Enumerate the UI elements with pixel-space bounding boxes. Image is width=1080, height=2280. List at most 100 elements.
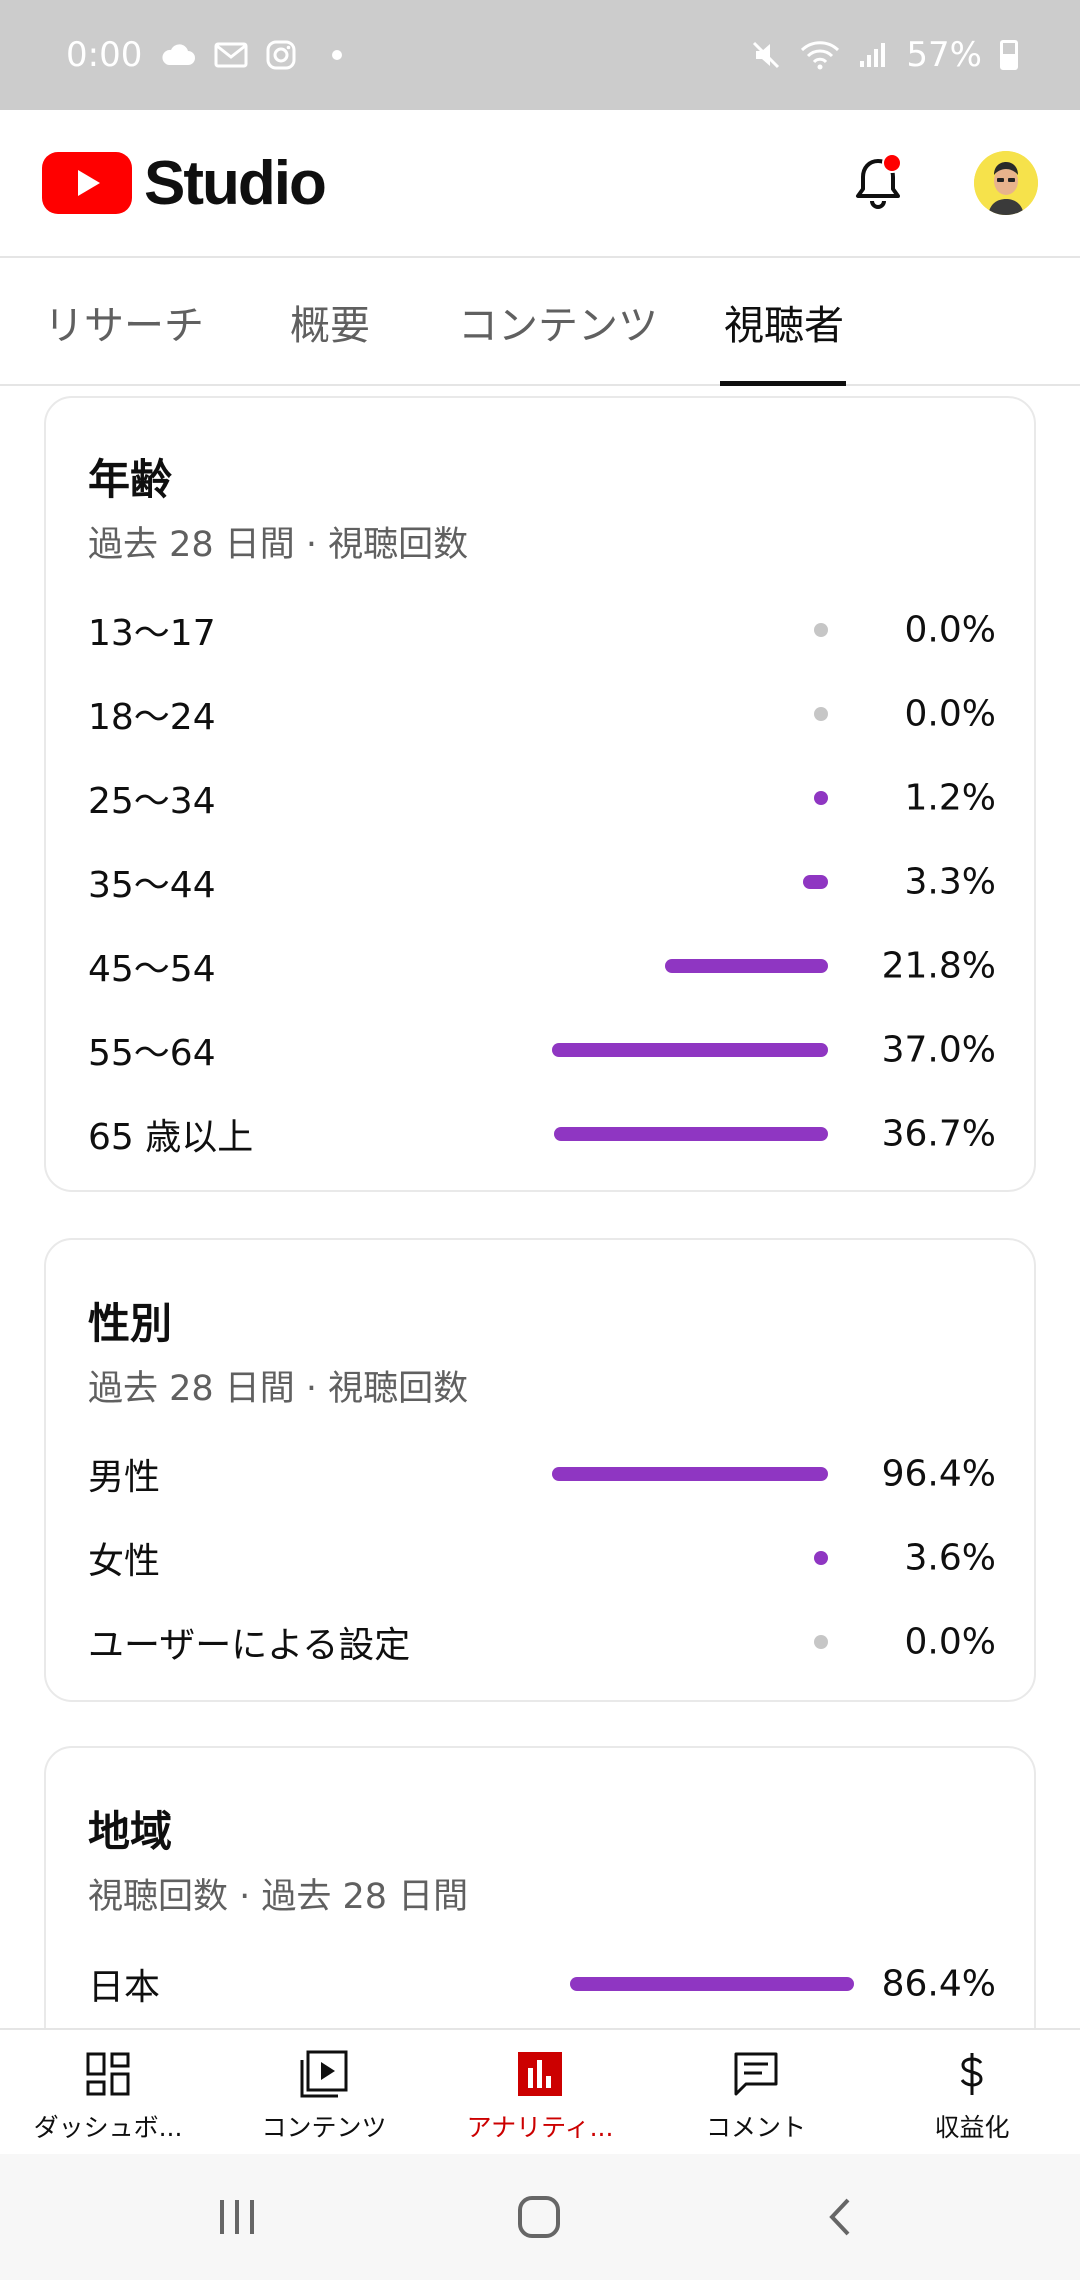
metric-row: 女性 3.6%	[88, 1528, 996, 1588]
metric-bar	[803, 875, 828, 889]
metric-bar	[814, 1551, 828, 1565]
metric-label: 55〜64	[88, 1033, 216, 1074]
metric-bar	[814, 791, 828, 805]
card-title: 地域	[88, 1807, 173, 1856]
tab-research[interactable]: リサーチ	[44, 258, 204, 386]
metric-label: 女性	[88, 1541, 161, 1582]
metric-value: 0.0%	[904, 609, 996, 651]
system-nav-bar	[0, 2154, 1080, 2280]
metric-label: 日本	[88, 1967, 161, 2008]
bottom-nav: ダッシュボ... コンテンツ アナリティ... コメント 収益化	[0, 2028, 1080, 2154]
app-name: Studio	[144, 148, 327, 218]
tab-label: リサーチ	[44, 303, 204, 349]
metric-bar	[814, 623, 828, 637]
home-icon	[518, 2196, 560, 2238]
metric-row: 13〜17 0.0%	[88, 600, 996, 660]
card-title: 年齢	[88, 455, 173, 504]
metric-row: 65 歳以上 36.7%	[88, 1104, 996, 1164]
cloud-icon	[162, 44, 196, 65]
recent-apps-button[interactable]	[214, 2194, 260, 2244]
nav-dashboard[interactable]: ダッシュボ...	[0, 2030, 216, 2156]
metric-bar	[665, 959, 828, 973]
card-title: 性別	[88, 1299, 173, 1348]
recent-apps-icon	[220, 2200, 254, 2234]
metric-row: 18〜24 0.0%	[88, 684, 996, 744]
metric-label: 35〜44	[88, 865, 216, 906]
metric-value: 86.4%	[881, 1963, 996, 2005]
nav-label: ダッシュボ...	[33, 2113, 183, 2142]
tab-content[interactable]: コンテンツ	[458, 258, 658, 386]
nav-content[interactable]: コンテンツ	[216, 2030, 432, 2156]
card-subtitle: 過去 28 日間 · 視聴回数	[88, 525, 469, 565]
metric-row: 25〜34 1.2%	[88, 768, 996, 828]
nav-label: コンテンツ	[261, 2113, 387, 2142]
active-tab-indicator	[720, 381, 846, 386]
app-header: Studio	[0, 110, 1080, 258]
instagram-icon	[266, 40, 296, 70]
metric-row: 55〜64 37.0%	[88, 1020, 996, 1080]
metric-bar	[570, 1977, 854, 1991]
metric-value: 3.6%	[904, 1537, 996, 1579]
metric-row: 男性 96.4%	[88, 1444, 996, 1504]
nav-comments[interactable]: コメント	[648, 2030, 864, 2156]
back-icon	[829, 2198, 850, 2236]
wifi-icon	[801, 41, 840, 70]
metric-label: ユーザーによる設定	[88, 1625, 411, 1666]
metric-row: 45〜54 21.8%	[88, 936, 996, 996]
tab-label: 視聴者	[724, 303, 844, 349]
metric-label: 男性	[88, 1457, 161, 1498]
notification-dot-icon	[332, 50, 343, 60]
metric-row: 日本 86.4%	[88, 1954, 996, 2014]
metric-label: 65 歳以上	[88, 1117, 254, 1158]
metric-value: 0.0%	[904, 1621, 996, 1663]
home-button[interactable]	[516, 2194, 562, 2244]
metric-bar	[554, 1127, 828, 1141]
metric-value: 0.0%	[904, 693, 996, 735]
gender-card: 性別 過去 28 日間 · 視聴回数 男性 96.4% 女性 3.6% ユーザーによる設…	[44, 1238, 1036, 1702]
mute-icon	[753, 41, 780, 69]
metric-value: 3.3%	[904, 861, 996, 903]
metric-value: 21.8%	[881, 945, 996, 987]
nav-monetization[interactable]: 収益化	[864, 2030, 1080, 2156]
content-icon	[298, 2048, 350, 2100]
mail-icon	[214, 42, 248, 68]
battery-icon	[1000, 40, 1018, 70]
metric-bar	[552, 1043, 828, 1057]
metric-row: 35〜44 3.3%	[88, 852, 996, 912]
tab-audience[interactable]: 視聴者	[724, 258, 844, 386]
tab-bar: リサーチ 概要 コンテンツ 視聴者	[0, 258, 1080, 386]
metric-label: 45〜54	[88, 949, 216, 990]
notifications-button[interactable]	[848, 153, 908, 213]
status-bar: 0:00 57%	[0, 0, 1080, 110]
nav-label: コメント	[705, 2113, 806, 2142]
metric-label: 13〜17	[88, 613, 216, 654]
metric-bar	[552, 1467, 828, 1481]
dashboard-icon	[82, 2048, 134, 2100]
dollar-icon	[946, 2048, 998, 2100]
tab-label: 概要	[290, 303, 370, 349]
signal-icon	[860, 43, 886, 67]
metric-value: 96.4%	[881, 1453, 996, 1495]
analytics-icon	[514, 2048, 566, 2100]
youtube-logo-icon	[42, 152, 132, 214]
nav-label: 収益化	[934, 2113, 1010, 2142]
card-subtitle: 視聴回数 · 過去 28 日間	[88, 1877, 469, 1917]
metric-label: 18〜24	[88, 697, 216, 738]
battery-percent: 57%	[906, 35, 982, 75]
card-subtitle: 過去 28 日間 · 視聴回数	[88, 1369, 469, 1409]
age-card: 年齢 過去 28 日間 · 視聴回数 13〜17 0.0% 18〜24 0.0% 25〜…	[44, 396, 1036, 1192]
nav-label: アナリティ...	[466, 2113, 614, 2142]
notification-badge	[882, 153, 902, 173]
avatar[interactable]	[974, 151, 1038, 215]
tab-overview[interactable]: 概要	[290, 258, 370, 386]
metric-row: ユーザーによる設定 0.0%	[88, 1612, 996, 1672]
metric-value: 1.2%	[904, 777, 996, 819]
back-button[interactable]	[818, 2194, 864, 2244]
status-time: 0:00	[66, 35, 143, 75]
metric-value: 36.7%	[881, 1113, 996, 1155]
comment-icon	[730, 2048, 782, 2100]
metric-bar	[814, 707, 828, 721]
tab-label: コンテンツ	[458, 303, 658, 349]
nav-analytics[interactable]: アナリティ...	[432, 2030, 648, 2156]
metric-label: 25〜34	[88, 781, 216, 822]
